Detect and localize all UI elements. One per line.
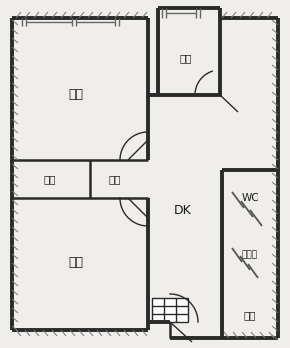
- Text: 押入: 押入: [109, 174, 121, 184]
- Text: 浴室: 浴室: [244, 310, 256, 320]
- Text: 洋室: 洋室: [68, 255, 84, 269]
- Text: WC: WC: [241, 193, 259, 203]
- Bar: [152, 298, 188, 322]
- Text: DK: DK: [174, 204, 192, 216]
- Text: 押入: 押入: [44, 174, 56, 184]
- Text: 玄関: 玄関: [180, 53, 192, 63]
- Text: 洋室: 洋室: [68, 88, 84, 102]
- Text: 洗面所: 洗面所: [242, 251, 258, 260]
